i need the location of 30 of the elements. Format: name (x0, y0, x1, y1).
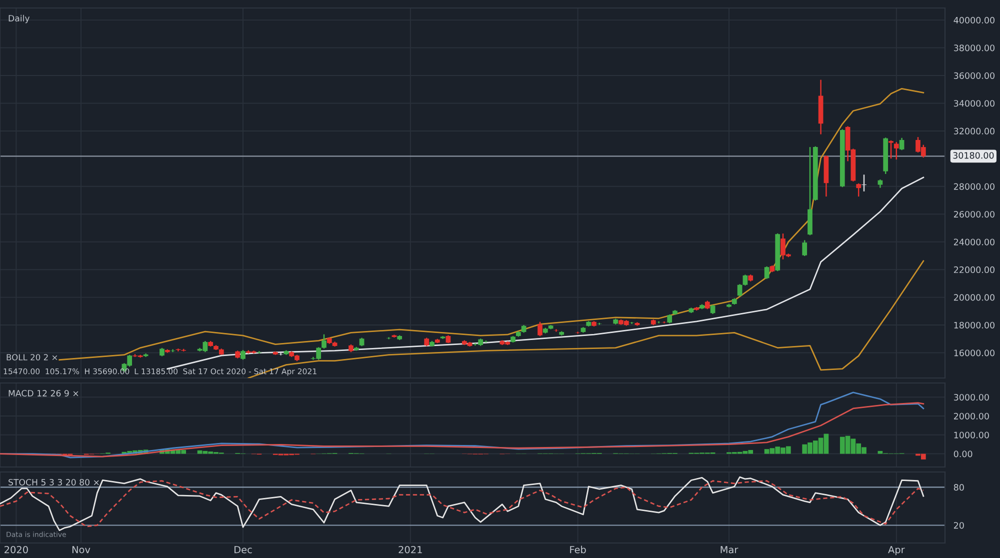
y-tick-label: 0.00 (954, 450, 972, 458)
y-tick-label: 26000.00 (954, 210, 995, 218)
x-tick-label: Feb (570, 546, 586, 554)
x-tick-label: Nov (72, 546, 90, 554)
y-tick-label: 80 (954, 484, 964, 491)
annotation: STOCH 5 3 3 20 80 × (8, 478, 99, 486)
y-tick-label: 20 (954, 522, 964, 529)
annotation: BOLL 20 2 × (6, 354, 58, 360)
y-tick-label: 32000.00 (954, 128, 995, 134)
y-tick-label: 24000.00 (954, 238, 995, 246)
y-tick-label: 20000.00 (954, 294, 995, 301)
y-tick-label: 2000.00 (954, 412, 989, 420)
y-tick-label: 16000.00 (954, 350, 995, 356)
annotation: MACD 12 26 9 × (8, 390, 78, 396)
y-tick-label: 40000.00 (954, 16, 995, 24)
y-tick-label: 22000.00 (954, 266, 995, 274)
x-tick-label: 2020 (4, 546, 28, 554)
y-tick-label: 1000.00 (954, 432, 989, 438)
ref-line-label: 30180.00 (953, 152, 994, 159)
x-tick-label: Mar (720, 546, 738, 554)
y-tick-label: 28000.00 (954, 183, 995, 190)
annotation: Daily (8, 14, 30, 24)
y-tick-label: 3000.00 (954, 394, 989, 401)
y-tick-label: 38000.00 (954, 44, 995, 52)
y-tick-label: 34000.00 (954, 100, 995, 107)
x-tick-label: 2021 (398, 546, 422, 554)
y-tick-label: 36000.00 (954, 72, 995, 79)
y-tick-label: 18000.00 (954, 322, 995, 328)
x-tick-label: Apr (888, 546, 905, 556)
x-tick-label: Dec (234, 546, 252, 554)
